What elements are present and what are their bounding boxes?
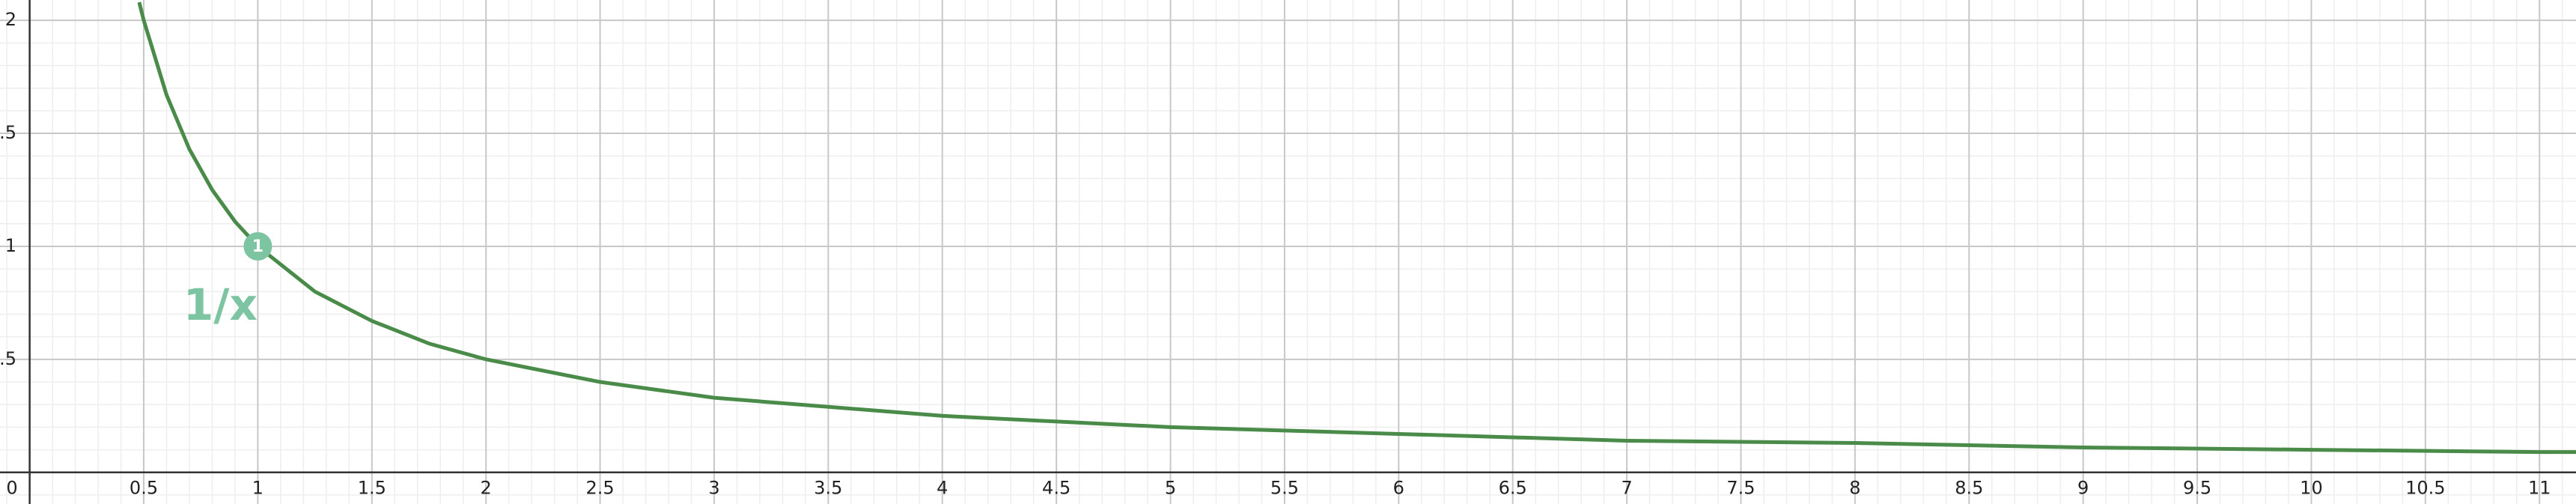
x-tick-label: 8: [1849, 478, 1860, 499]
x-tick-label: 9: [2077, 478, 2089, 499]
x-tick-label: 2: [481, 478, 492, 499]
curve-label: 1/x: [183, 279, 258, 330]
x-tick-label: 11: [2528, 478, 2551, 499]
point-label: 1: [252, 237, 264, 256]
x-tick-label: 9.5: [2183, 478, 2211, 499]
x-tick-label: 1.5: [358, 478, 386, 499]
x-tick-label: 3.5: [814, 478, 842, 499]
x-tick-label: 6: [1393, 478, 1404, 499]
x-tick-label: 2.5: [585, 478, 614, 499]
x-tick-label: 5.5: [1270, 478, 1299, 499]
x-tick-label: 4: [937, 478, 948, 499]
x-tick-label: 0: [6, 478, 17, 499]
x-tick-label: 7.5: [1726, 478, 1755, 499]
y-tick-label: 1.5: [0, 122, 16, 143]
x-tick-label: 7: [1621, 478, 1632, 499]
y-tick-label: 0.5: [0, 348, 16, 369]
y-tick-label: 2: [5, 9, 16, 30]
x-tick-label: 4.5: [1042, 478, 1071, 499]
x-tick-label: 0.5: [130, 478, 158, 499]
x-tick-label: 5: [1165, 478, 1176, 499]
x-tick-label: 6.5: [1499, 478, 1527, 499]
y-tick-label: 1: [5, 235, 16, 256]
x-tick-label: 8.5: [1955, 478, 1983, 499]
x-tick-label: 1: [252, 478, 264, 499]
curve: [137, 1, 2576, 455]
point: [243, 231, 272, 261]
x-tick-label: 10: [2300, 478, 2323, 499]
x-tick-label: 3: [708, 478, 719, 499]
x-tick-label: 10.5: [2405, 478, 2445, 499]
